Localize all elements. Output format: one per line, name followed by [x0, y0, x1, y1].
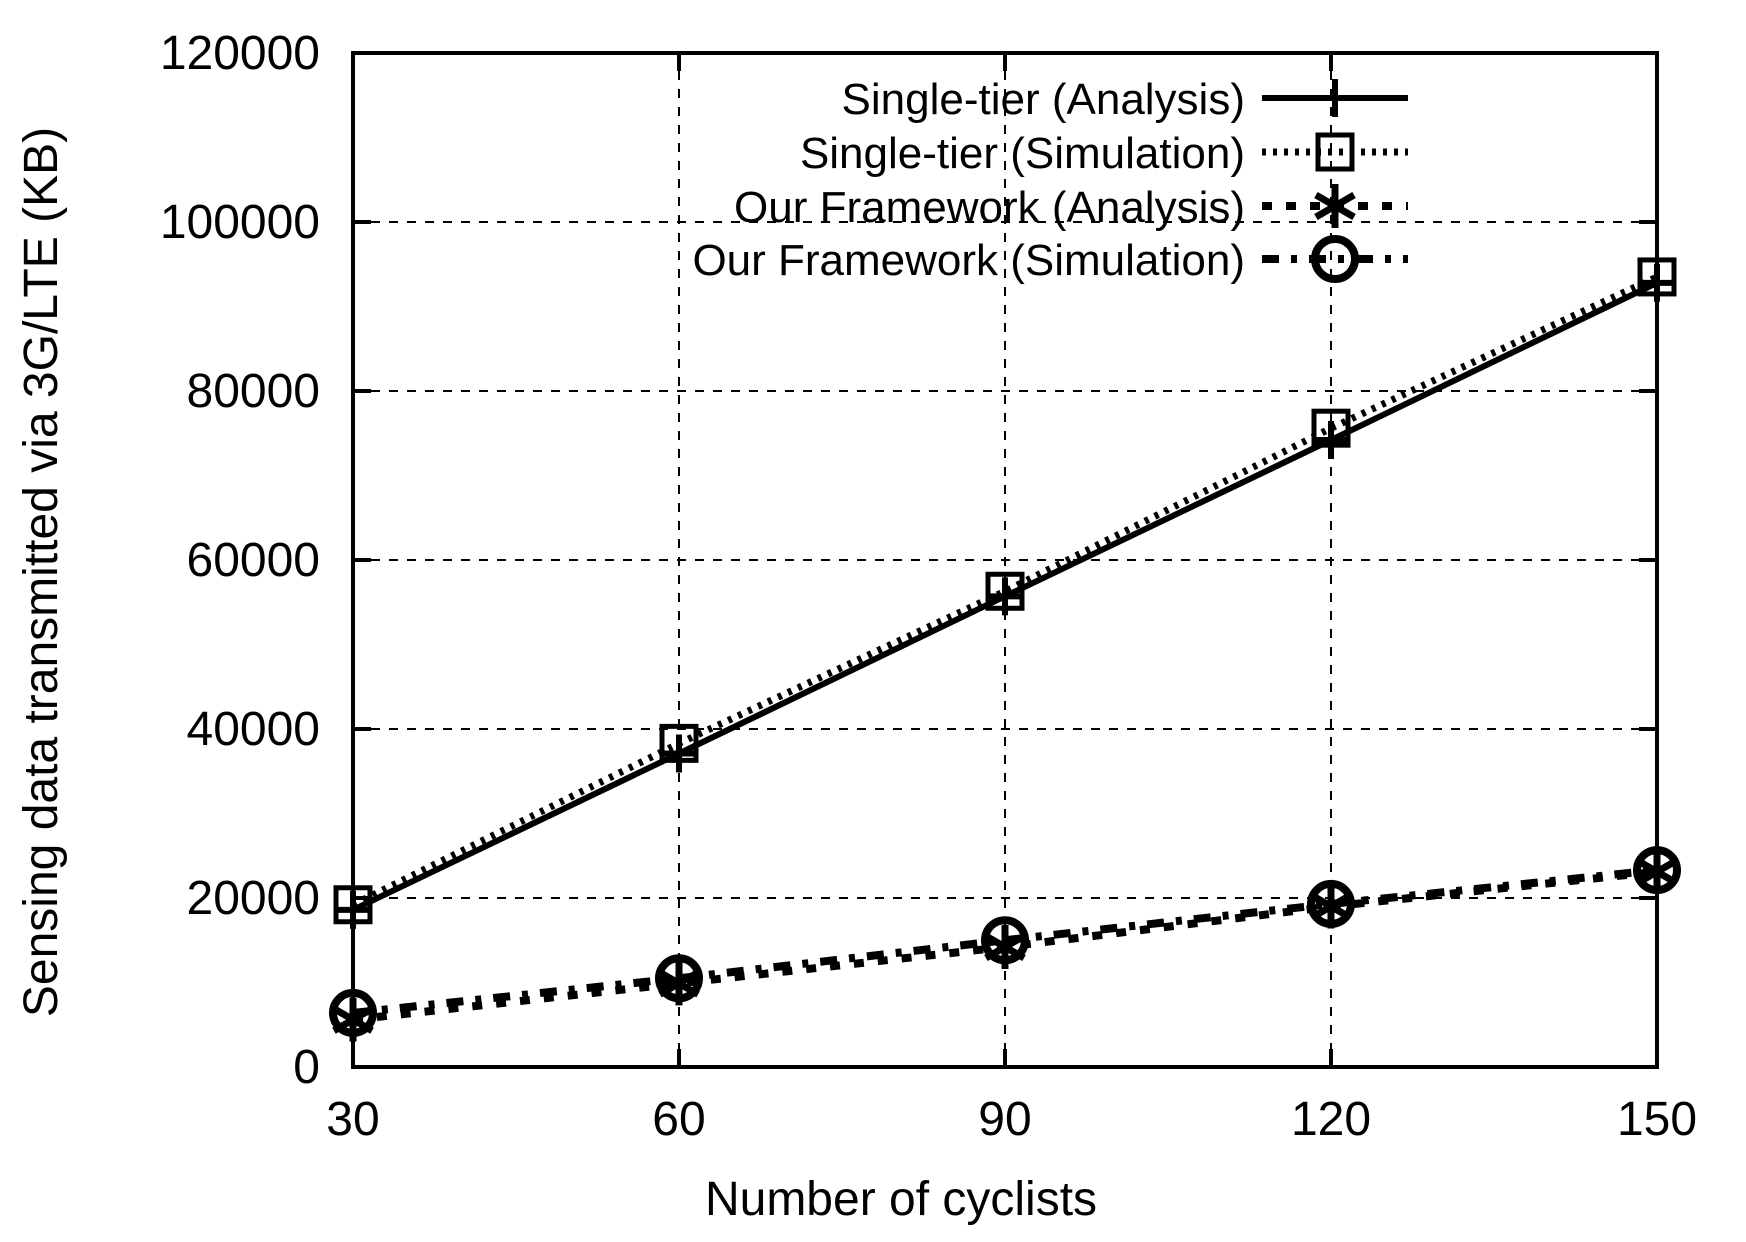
y-tick-label-80000: 80000 [187, 365, 320, 418]
series-marker-our-framework-simulation [655, 954, 703, 1003]
legend-label-single-tier-simulation: Single-tier (Simulation) [800, 129, 1245, 178]
y-tick-label-100000: 100000 [160, 196, 320, 249]
legend-marker-single-tier-simulation [1315, 132, 1355, 172]
series-line-our-framework-simulation [352, 866, 1658, 1017]
x-axis-title: Number of cyclists [705, 1173, 1097, 1226]
y-axis-title: Sensing data transmitted via 3G/LTE (KB) [15, 127, 68, 1017]
series-marker-single-tier-simulation [1311, 408, 1351, 448]
series-marker-our-framework-simulation [1307, 879, 1355, 928]
series-line-single-tier-simulation [351, 273, 1659, 908]
series-marker-single-tier-simulation [1637, 257, 1677, 297]
series-marker-our-framework-analysis [1636, 857, 1678, 886]
y-tick-label-0: 0 [293, 1041, 320, 1094]
y-tick-label-60000: 60000 [187, 534, 320, 587]
legend-label-single-tier-analysis: Single-tier (Analysis) [842, 75, 1245, 124]
series-marker-single-tier-simulation [659, 723, 699, 763]
y-tick-label-40000: 40000 [187, 703, 320, 756]
x-tick-label-90: 90 [978, 1093, 1031, 1146]
legend-marker-our-framework-simulation [1311, 235, 1359, 283]
y-tick-label-120000: 120000 [160, 27, 320, 80]
series-marker-our-framework-simulation [981, 916, 1029, 965]
series-marker-our-framework-simulation [329, 988, 377, 1037]
x-tick-label-60: 60 [652, 1093, 705, 1146]
series-marker-single-tier-simulation [985, 571, 1025, 611]
y-tick-label-20000: 20000 [187, 872, 320, 925]
x-tick-label-120: 120 [1291, 1093, 1371, 1146]
x-tick-label-30: 30 [326, 1093, 379, 1146]
legend-marker-our-framework-analysis [1314, 191, 1356, 221]
legend-label-our-framework-simulation: Our Framework (Simulation) [692, 236, 1245, 285]
series-marker-our-framework-simulation [1633, 846, 1681, 895]
legend-label-our-framework-analysis: Our Framework (Analysis) [734, 183, 1245, 232]
x-tick-label-150: 150 [1617, 1093, 1697, 1146]
series-marker-single-tier-simulation [333, 885, 373, 925]
